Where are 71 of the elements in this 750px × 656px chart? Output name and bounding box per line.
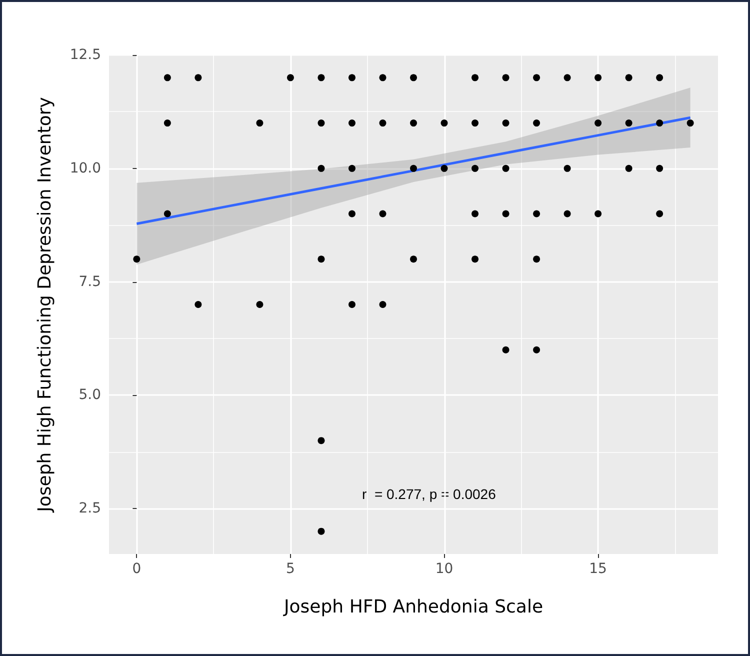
x-tick-label: 5 xyxy=(286,561,295,577)
point xyxy=(318,256,325,263)
point xyxy=(533,210,540,218)
point xyxy=(656,74,664,82)
point xyxy=(564,164,571,172)
point xyxy=(502,210,510,218)
point xyxy=(164,210,171,218)
point xyxy=(194,301,202,308)
point xyxy=(348,120,356,127)
point xyxy=(533,346,540,354)
point xyxy=(318,74,325,82)
point xyxy=(472,74,479,82)
point xyxy=(472,164,479,172)
point xyxy=(564,210,571,218)
x-tick-label: 15 xyxy=(589,561,607,577)
point xyxy=(656,164,664,172)
point xyxy=(379,74,386,82)
point xyxy=(625,74,632,82)
point xyxy=(502,74,510,82)
line-series xyxy=(135,116,692,226)
point xyxy=(164,74,171,82)
point xyxy=(472,210,479,218)
point xyxy=(256,120,264,127)
point xyxy=(440,164,448,172)
point xyxy=(472,120,479,127)
x-tick-label: 10 xyxy=(435,561,454,577)
point xyxy=(472,256,479,263)
y-tick-label: 12.5 xyxy=(70,47,101,63)
point xyxy=(318,164,325,172)
point xyxy=(686,120,694,127)
point xyxy=(502,346,510,354)
point xyxy=(318,528,325,535)
y-axis-title: Joseph High Functioning Depression Inventory xyxy=(34,96,56,513)
point xyxy=(594,210,602,218)
point xyxy=(194,74,202,82)
point xyxy=(256,301,264,308)
point xyxy=(502,164,510,172)
point xyxy=(348,164,356,172)
y-tick-label: 10.0 xyxy=(70,160,101,176)
point xyxy=(410,164,417,172)
point xyxy=(410,256,417,263)
y-tick-label: 5.0 xyxy=(78,387,101,404)
point xyxy=(379,210,386,218)
point xyxy=(594,120,602,127)
point xyxy=(410,74,417,82)
point xyxy=(625,120,632,127)
point xyxy=(594,74,602,82)
point xyxy=(564,74,571,82)
point xyxy=(379,301,386,308)
point xyxy=(533,120,540,127)
point xyxy=(348,74,356,82)
point xyxy=(318,120,325,127)
x-axis-title: Joseph HFD Anhedonia Scale xyxy=(282,596,544,618)
point xyxy=(533,256,540,263)
point xyxy=(286,74,294,82)
point xyxy=(533,74,540,82)
point xyxy=(656,210,664,218)
point xyxy=(502,120,510,127)
point xyxy=(410,120,417,127)
point xyxy=(348,301,356,308)
point xyxy=(625,164,632,172)
point xyxy=(656,120,664,127)
x-tick-label: 0 xyxy=(132,561,142,577)
point xyxy=(164,120,171,127)
point xyxy=(379,120,386,127)
point xyxy=(348,210,356,218)
y-tick-label: 7.5 xyxy=(78,274,101,290)
point xyxy=(133,256,140,263)
point xyxy=(440,120,448,127)
point xyxy=(318,437,325,444)
y-tick-label: 2.5 xyxy=(78,500,101,517)
